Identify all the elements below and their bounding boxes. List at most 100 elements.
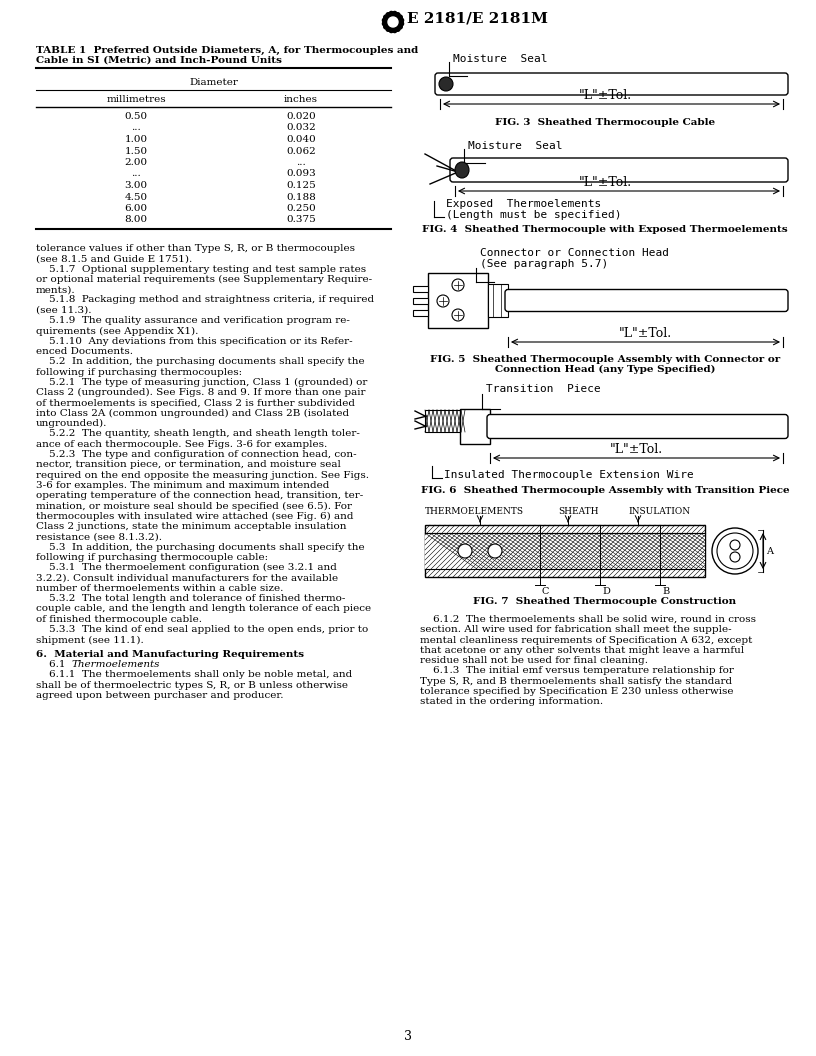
Text: 0.032: 0.032 — [286, 124, 316, 132]
Text: mental cleanliness requirements of Specification A 632, except: mental cleanliness requirements of Speci… — [420, 636, 752, 644]
Text: 6.  Material and Manufacturing Requirements: 6. Material and Manufacturing Requiremen… — [36, 649, 304, 659]
Text: mination, or moisture seal should be specified (see 6.5). For: mination, or moisture seal should be spe… — [36, 502, 352, 511]
Circle shape — [730, 552, 740, 562]
Bar — [428, 274, 488, 328]
Text: (see 11.3).: (see 11.3). — [36, 306, 91, 315]
Text: 0.040: 0.040 — [286, 135, 316, 144]
Circle shape — [717, 533, 753, 569]
Text: 8.00: 8.00 — [124, 215, 148, 225]
Text: Diameter: Diameter — [189, 78, 238, 87]
Text: tolerance specified by Specification E 230 unless otherwise: tolerance specified by Specification E 2… — [420, 687, 734, 696]
Text: tolerance values if other than Type S, R, or B thermocouples: tolerance values if other than Type S, R… — [36, 244, 355, 253]
Text: 6.1.2  The thermoelements shall be solid wire, round in cross: 6.1.2 The thermoelements shall be solid … — [420, 615, 756, 624]
FancyBboxPatch shape — [435, 73, 788, 95]
Text: 5.2.2  The quantity, sheath length, and sheath length toler-: 5.2.2 The quantity, sheath length, and s… — [36, 430, 360, 438]
Text: Exposed  Thermoelements: Exposed Thermoelements — [446, 199, 601, 209]
Text: D: D — [602, 587, 610, 596]
Bar — [413, 285, 428, 291]
Bar — [425, 525, 705, 577]
Text: 5.1.10  Any deviations from this specification or its Refer-: 5.1.10 Any deviations from this specific… — [36, 337, 353, 345]
Text: required on the end opposite the measuring junction. See Figs.: required on the end opposite the measuri… — [36, 471, 369, 479]
Text: millimetres: millimetres — [106, 95, 166, 103]
Text: 6.00: 6.00 — [124, 204, 148, 213]
Text: inches: inches — [284, 95, 318, 103]
Text: of finished thermocouple cable.: of finished thermocouple cable. — [36, 615, 202, 624]
Text: ments).: ments). — [36, 285, 76, 295]
Bar — [425, 533, 705, 569]
Text: FIG. 5  Sheathed Thermocouple Assembly with Connector or: FIG. 5 Sheathed Thermocouple Assembly wi… — [430, 355, 780, 364]
Text: Thermoelements: Thermoelements — [71, 660, 159, 670]
Bar — [413, 298, 428, 303]
Text: (Length must be specified): (Length must be specified) — [446, 210, 622, 220]
Text: 5.3.3  The kind of end seal applied to the open ends, prior to: 5.3.3 The kind of end seal applied to th… — [36, 625, 368, 634]
Text: 6.1: 6.1 — [36, 660, 72, 670]
Text: 5.2.1  The type of measuring junction, Class 1 (grounded) or: 5.2.1 The type of measuring junction, Cl… — [36, 378, 367, 388]
Text: number of thermoelements within a cable size.: number of thermoelements within a cable … — [36, 584, 283, 592]
Text: FIG. 3  Sheathed Thermocouple Cable: FIG. 3 Sheathed Thermocouple Cable — [495, 118, 715, 127]
Text: 0.375: 0.375 — [286, 215, 316, 225]
Bar — [460, 409, 490, 444]
Text: FIG. 4  Sheathed Thermocouple with Exposed Thermoelements: FIG. 4 Sheathed Thermocouple with Expose… — [422, 225, 787, 234]
Circle shape — [712, 528, 758, 574]
Text: "L"±Tol.: "L"±Tol. — [610, 444, 663, 456]
Text: 3: 3 — [404, 1030, 412, 1043]
Text: 0.125: 0.125 — [286, 181, 316, 190]
Text: Connector or Connection Head: Connector or Connection Head — [480, 248, 669, 258]
Text: Connection Head (any Type Specified): Connection Head (any Type Specified) — [494, 365, 716, 374]
Text: 2.00: 2.00 — [124, 158, 148, 167]
Text: THERMOELEMENTS: THERMOELEMENTS — [425, 507, 524, 516]
Circle shape — [388, 17, 398, 27]
FancyBboxPatch shape — [450, 158, 788, 182]
Text: 0.50: 0.50 — [124, 112, 148, 121]
Bar — [413, 309, 428, 316]
Text: Class 2 junctions, state the minimum acceptable insulation: Class 2 junctions, state the minimum acc… — [36, 522, 347, 531]
Text: :: : — [139, 660, 143, 670]
FancyBboxPatch shape — [487, 415, 788, 438]
Text: 0.062: 0.062 — [286, 147, 316, 155]
Text: B: B — [662, 587, 669, 596]
Text: (See paragraph 5.7): (See paragraph 5.7) — [480, 259, 608, 269]
Text: 1.50: 1.50 — [124, 147, 148, 155]
Text: 1.00: 1.00 — [124, 135, 148, 144]
Text: residue shall not be used for final cleaning.: residue shall not be used for final clea… — [420, 656, 648, 665]
Text: thermocouples with insulated wire attached (see Fig. 6) and: thermocouples with insulated wire attach… — [36, 512, 353, 521]
Text: 5.1.8  Packaging method and straightness criteria, if required: 5.1.8 Packaging method and straightness … — [36, 296, 374, 304]
Text: 3.00: 3.00 — [124, 181, 148, 190]
Text: that acetone or any other solvents that might leave a harmful: that acetone or any other solvents that … — [420, 646, 744, 655]
Text: Moisture  Seal: Moisture Seal — [468, 142, 562, 151]
Text: following if purchasing thermocouples:: following if purchasing thermocouples: — [36, 367, 242, 377]
Text: ance of each thermocouple. See Figs. 3-6 for examples.: ance of each thermocouple. See Figs. 3-6… — [36, 439, 327, 449]
Text: TABLE 1  Preferred Outside Diameters, A, for Thermocouples and: TABLE 1 Preferred Outside Diameters, A, … — [36, 46, 419, 55]
Text: ...: ... — [131, 124, 141, 132]
Text: of thermoelements is specified, Class 2 is further subdivided: of thermoelements is specified, Class 2 … — [36, 398, 355, 408]
Text: 0.188: 0.188 — [286, 192, 316, 202]
Text: FIG. 6  Sheathed Thermocouple Assembly with Transition Piece: FIG. 6 Sheathed Thermocouple Assembly wi… — [421, 486, 789, 495]
Text: Transition  Piece: Transition Piece — [486, 384, 601, 394]
Text: stated in the ordering information.: stated in the ordering information. — [420, 697, 603, 706]
Text: section. All wire used for fabrication shall meet the supple-: section. All wire used for fabrication s… — [420, 625, 732, 635]
Circle shape — [730, 540, 740, 550]
Bar — [488, 284, 508, 317]
FancyBboxPatch shape — [505, 289, 788, 312]
Text: Cable in SI (Metric) and Inch-Pound Units: Cable in SI (Metric) and Inch-Pound Unit… — [36, 56, 282, 65]
Text: resistance (see 8.1.3.2).: resistance (see 8.1.3.2). — [36, 532, 162, 542]
Text: 5.1.9  The quality assurance and verification program re-: 5.1.9 The quality assurance and verifica… — [36, 316, 350, 325]
Text: shall be of thermoelectric types S, R, or B unless otherwise: shall be of thermoelectric types S, R, o… — [36, 681, 348, 690]
Text: quirements (see Appendix X1).: quirements (see Appendix X1). — [36, 326, 198, 336]
Text: shipment (see 11.1).: shipment (see 11.1). — [36, 636, 144, 644]
Text: 3-6 for examples. The minimum and maximum intended: 3-6 for examples. The minimum and maximu… — [36, 480, 330, 490]
Text: 6.1.3  The initial emf versus temperature relationship for: 6.1.3 The initial emf versus temperature… — [420, 666, 734, 676]
Text: Insulated Thermocouple Extension Wire: Insulated Thermocouple Extension Wire — [444, 470, 694, 480]
Text: following if purchasing thermocouple cable:: following if purchasing thermocouple cab… — [36, 553, 268, 562]
Text: C: C — [542, 587, 549, 596]
Text: 5.3.1  The thermoelement configuration (see 3.2.1 and: 5.3.1 The thermoelement configuration (s… — [36, 563, 337, 572]
Text: 0.250: 0.250 — [286, 204, 316, 213]
Ellipse shape — [439, 77, 453, 91]
Circle shape — [488, 544, 502, 558]
Text: 5.3.2  The total length and tolerance of finished thermo-: 5.3.2 The total length and tolerance of … — [36, 595, 345, 603]
Text: ungrounded).: ungrounded). — [36, 419, 108, 429]
Text: ...: ... — [131, 170, 141, 178]
Polygon shape — [383, 12, 404, 33]
Text: Class 2 (ungrounded). See Figs. 8 and 9. If more than one pair: Class 2 (ungrounded). See Figs. 8 and 9.… — [36, 389, 366, 397]
Text: 0.020: 0.020 — [286, 112, 316, 121]
